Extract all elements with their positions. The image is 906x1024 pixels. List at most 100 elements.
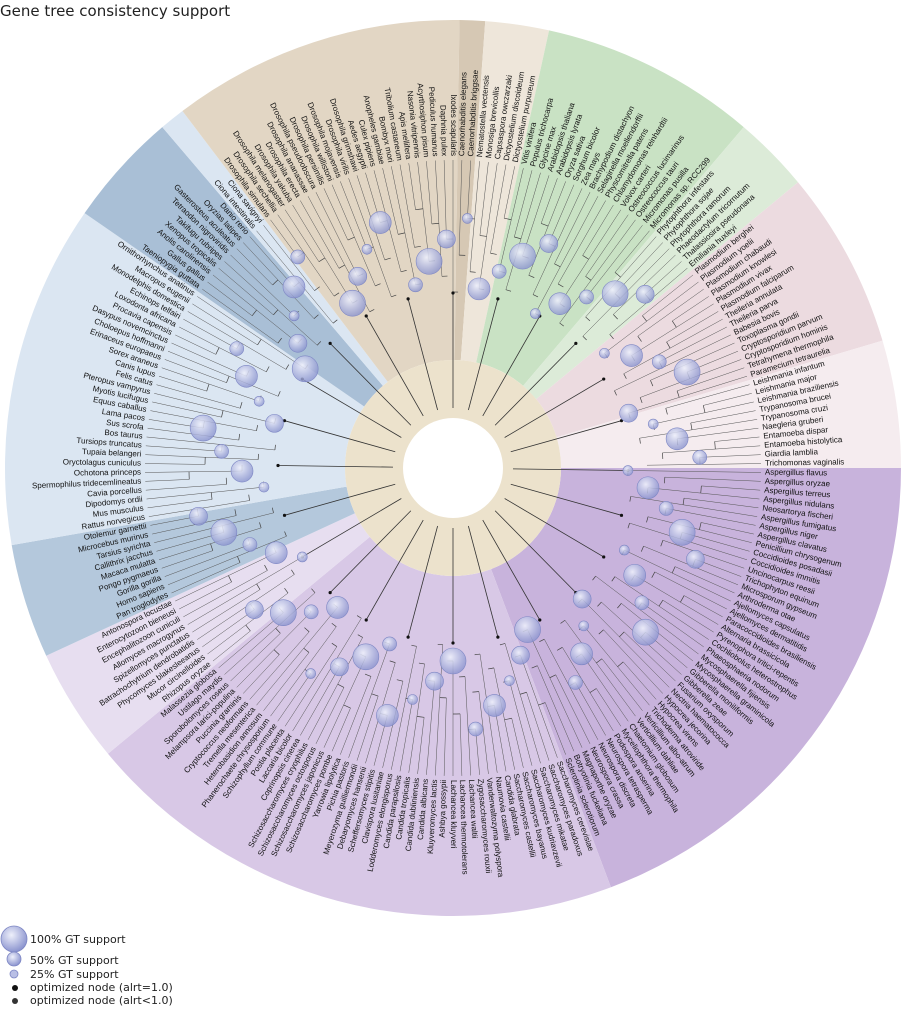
tip-branch: [503, 166, 515, 219]
tip-branch: [300, 666, 340, 736]
internal-branch: [318, 257, 326, 263]
tip-branch: [171, 562, 241, 594]
tip-branch: [505, 172, 541, 290]
legend-label-alrt-lt1: optimized node (alrt<1.0): [30, 994, 173, 1007]
tip-branch: [585, 214, 629, 277]
tip-branch: [684, 497, 759, 509]
internal-branch: [472, 691, 479, 693]
internal-branch: [617, 603, 622, 609]
internal-branch: [499, 643, 506, 646]
support-bubble: [620, 344, 643, 367]
tip-branch: [340, 181, 368, 250]
internal-branch: [479, 235, 487, 237]
support-bubble: [673, 358, 701, 386]
tip-branch: [284, 646, 338, 727]
tip-branch: [662, 445, 761, 454]
support-bubble: [210, 519, 238, 546]
internal-branch: [275, 628, 281, 634]
tip-branch: [642, 274, 694, 316]
support-bubble: [288, 333, 308, 353]
tip-branch: [391, 646, 417, 770]
internal-branch: [651, 571, 656, 578]
tip-branch: [672, 296, 709, 322]
support-bubble: [258, 481, 270, 493]
tip-branch: [161, 550, 213, 569]
internal-branch: [504, 217, 512, 221]
internal-branch: [431, 223, 439, 225]
support-bubble: [407, 694, 418, 705]
support-bubble: [622, 465, 634, 476]
tip-branch: [145, 479, 190, 482]
internal-branch: [285, 364, 290, 370]
internal-branch: [627, 523, 630, 529]
optimized-node-dot: [328, 591, 332, 595]
internal-branch: [640, 546, 644, 552]
tip-branch: [637, 288, 704, 337]
tip-branch: [331, 707, 351, 752]
tip-branch: [207, 281, 253, 316]
taxon-label: Giardia lamblia: [764, 447, 818, 458]
tip-branch: [408, 663, 425, 773]
taxon-label: Bos taurus: [104, 428, 143, 441]
support-bubble: [189, 414, 217, 442]
internal-branch: [617, 661, 624, 667]
tip-branch: [270, 626, 337, 717]
support-bubble: [348, 267, 368, 286]
legend-dot-alrt-lt1: [12, 998, 18, 1004]
internal-branch: [215, 347, 220, 355]
tip-branch: [356, 695, 379, 761]
tip-branch: [145, 454, 259, 460]
support-bubble: [509, 242, 536, 270]
tip-branch: [382, 168, 399, 235]
internal-branch: [257, 339, 262, 346]
internal-branch: [528, 275, 535, 278]
support-bubble: [636, 476, 660, 500]
internal-branch: [658, 599, 664, 607]
internal-branch: [316, 341, 322, 346]
tip-branch: [701, 485, 761, 491]
tip-branch: [601, 658, 643, 711]
legend-bubble-50: [6, 951, 22, 967]
internal-branch: [598, 629, 604, 635]
internal-branch: [582, 335, 587, 341]
deep-branch: [512, 468, 628, 471]
support-bubble: [291, 355, 319, 383]
deep-branch: [510, 420, 622, 453]
deep-branch: [278, 465, 394, 468]
tip-branch: [583, 625, 650, 706]
internal-branch: [237, 556, 241, 563]
tip-branch: [548, 184, 575, 244]
taxon-label: Cavia porcellus: [87, 486, 142, 499]
internal-branch: [538, 702, 546, 706]
clade-sector-protists: [556, 340, 901, 468]
support-bubble: [425, 671, 444, 691]
tip-branch: [175, 334, 216, 355]
tip-branch: [690, 410, 756, 424]
tip-branch: [646, 463, 761, 466]
tip-branch: [677, 427, 759, 440]
support-bubble: [408, 277, 423, 293]
internal-branch: [650, 380, 654, 387]
tip-branch: [277, 673, 311, 722]
tip-branch: [426, 161, 433, 224]
taxon-label: Trichomonas vaginalis: [765, 457, 844, 467]
tip-branch: [596, 688, 622, 727]
internal-branch: [646, 516, 649, 523]
support-bubble: [368, 211, 392, 234]
tip-branch: [714, 436, 760, 442]
tip-branch: [145, 445, 222, 452]
internal-branch: [391, 294, 397, 298]
support-bubble: [539, 234, 559, 253]
tip-branch: [557, 200, 606, 285]
support-bubble: [245, 600, 264, 620]
tip-branch: [623, 661, 657, 700]
support-bubble: [462, 213, 473, 224]
tip-branch: [249, 631, 310, 700]
tip-branch: [614, 334, 731, 391]
internal-branch: [629, 496, 632, 502]
tip-branch: [535, 196, 599, 314]
support-bubble: [599, 347, 610, 359]
internal-branch: [389, 660, 396, 663]
tip-branch: [684, 595, 723, 618]
tip-branch: [479, 162, 489, 236]
